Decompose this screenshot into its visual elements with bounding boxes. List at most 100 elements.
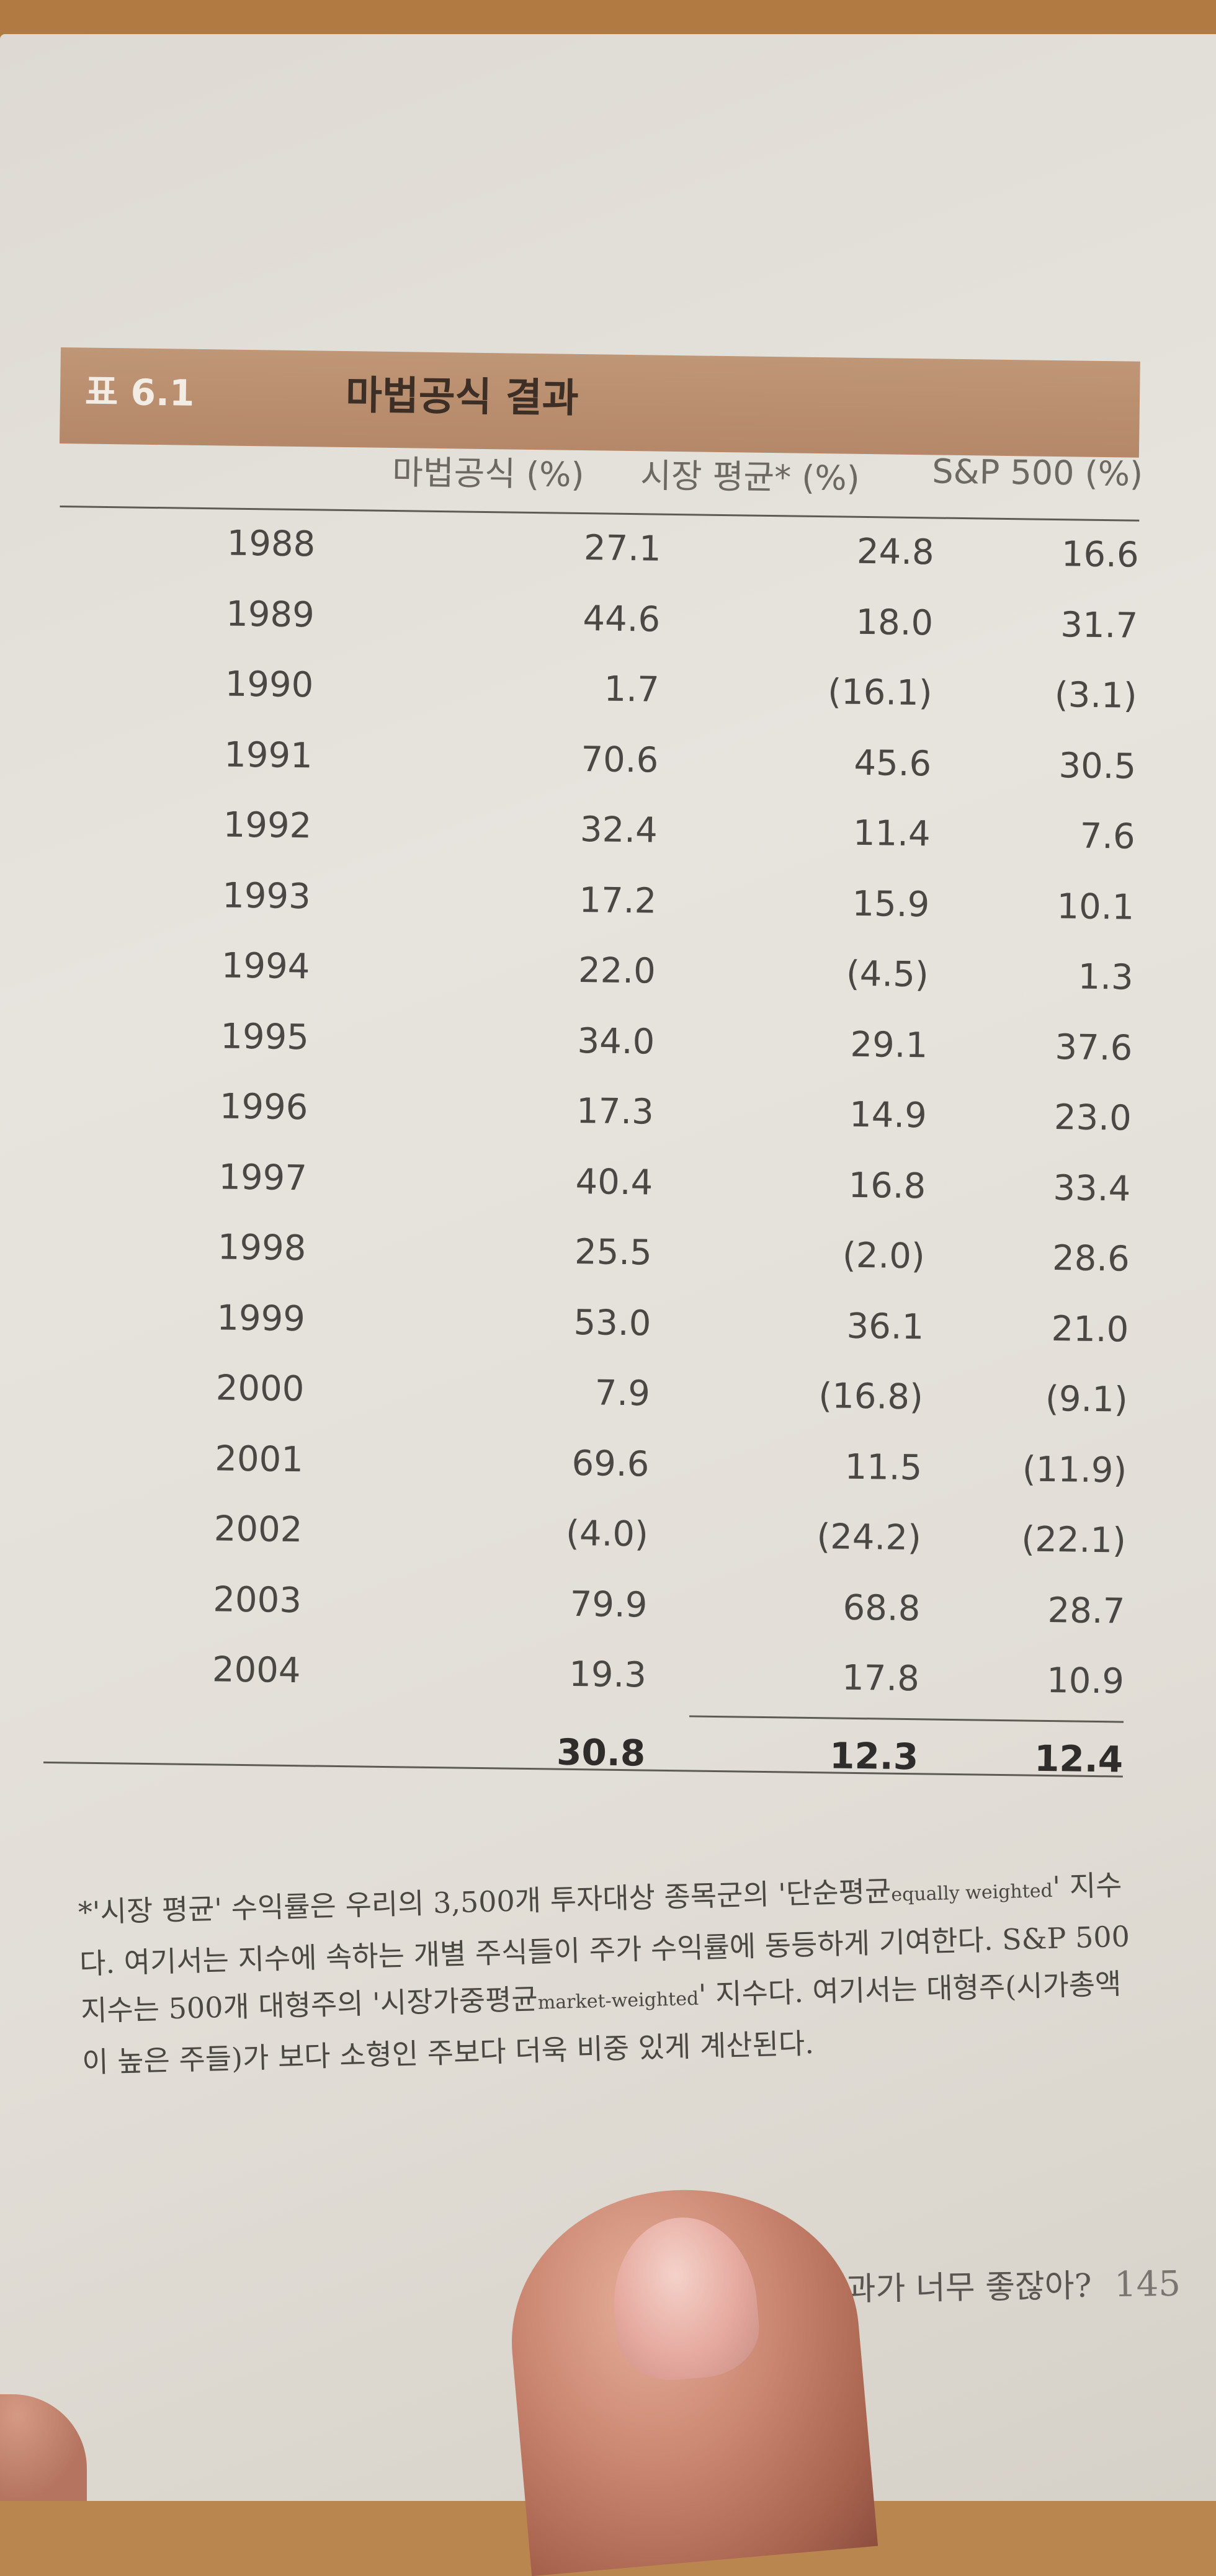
sp500-cell: 16.6 (1061, 534, 1140, 576)
market-average-cell: (16.8) (818, 1376, 924, 1418)
table-row: 2003 79.9 68.8 28.7 (45, 1577, 1125, 1659)
table-row: 1993 17.2 15.9 10.1 (54, 873, 1135, 955)
table-row: 1996 17.3 14.9 23.0 (51, 1084, 1132, 1167)
year-cell: 1998 (217, 1227, 306, 1269)
sp500-cell: 30.5 (1058, 745, 1137, 787)
magic-formula-cell: 19.3 (568, 1654, 647, 1696)
magic-formula-cell: 70.6 (581, 739, 659, 781)
table-row: 1988 27.1 24.8 16.6 (59, 521, 1139, 604)
sp500-cell: (9.1) (1045, 1378, 1129, 1420)
page-number: 145 (1114, 2263, 1181, 2306)
year-cell: 2001 (214, 1438, 304, 1480)
sp500-cell: 10.1 (1057, 886, 1135, 928)
year-cell: 2000 (215, 1368, 305, 1410)
table-row: 2000 7.9 (16.8) (9.1) (48, 1366, 1128, 1448)
magic-formula-cell: 17.3 (576, 1090, 655, 1133)
sp500-cell: (3.1) (1054, 675, 1138, 716)
magic-formula-cell: (4.0) (565, 1513, 649, 1555)
magic-formula-cell: 79.9 (570, 1584, 648, 1626)
footnote-term-market-weighted: market-weighted (537, 1987, 699, 2014)
table-top-rule (60, 505, 1140, 522)
magic-formula-cell: 44.6 (583, 598, 661, 640)
sp500-cell: 7.6 (1080, 816, 1136, 857)
year-cell: 1996 (219, 1086, 308, 1128)
magic-formula-cell: 32.4 (579, 809, 658, 851)
market-average-cell: (16.1) (827, 672, 933, 714)
market-average-cell: 16.8 (848, 1165, 926, 1206)
table-row: 1990 1.7 (16.1) (3.1) (57, 662, 1137, 744)
magic-formula-cell: 25.5 (574, 1231, 653, 1273)
market-average-cell: 68.8 (843, 1587, 921, 1629)
sp500-cell: (11.9) (1022, 1448, 1127, 1491)
magic-formula-cell: 1.7 (604, 669, 660, 710)
sp500-cell: 1.3 (1078, 956, 1134, 998)
year-cell: 2004 (212, 1649, 301, 1691)
market-average-cell: 17.8 (841, 1657, 920, 1700)
table-row: 2004 19.3 17.8 10.9 (44, 1647, 1125, 1730)
year-cell: 1988 (226, 523, 316, 565)
year-cell: 1990 (225, 664, 314, 706)
magic-formula-cell: 53.0 (573, 1302, 651, 1344)
table-row: 1995 34.0 29.1 37.6 (52, 1014, 1133, 1096)
magic-formula-cell: 22.0 (578, 950, 656, 992)
market-average-cell: 45.6 (854, 742, 932, 784)
market-average-cell: 15.9 (852, 883, 930, 925)
sp500-cell: (22.1) (1021, 1519, 1127, 1561)
magic-formula-cell: 7.9 (594, 1373, 651, 1414)
market-average-cell: 11.4 (852, 813, 931, 855)
total-market-average: 12.3 (829, 1734, 919, 1778)
market-average-cell: 14.9 (849, 1094, 928, 1136)
year-cell: 1991 (223, 734, 313, 776)
magic-formula-cell: 40.4 (575, 1161, 653, 1203)
market-average-cell: (24.2) (816, 1517, 922, 1559)
totals-row: 30.8 12.3 12.4 (43, 1724, 1124, 1807)
thumbnail (607, 2211, 763, 2385)
sp500-cell: 10.9 (1046, 1660, 1125, 1702)
sp500-cell: 28.6 (1052, 1238, 1130, 1280)
market-average-cell: 29.1 (850, 1024, 928, 1066)
sp500-cell: 33.4 (1053, 1167, 1131, 1210)
market-average-cell: (4.5) (846, 953, 929, 996)
magic-formula-cell: 27.1 (583, 528, 662, 569)
year-cell: 1993 (221, 875, 311, 917)
column-header-magic-formula: 마법공식 (%) (391, 453, 584, 495)
table-row: 1994 22.0 (4.5) 1.3 (53, 943, 1133, 1026)
year-cell: 1989 (225, 594, 315, 635)
column-header-market-average: 시장 평균* (%) (640, 456, 861, 498)
market-average-cell: 24.8 (856, 531, 935, 573)
market-average-cell: 36.1 (846, 1306, 924, 1347)
table-row: 2001 69.6 11.5 (11.9) (47, 1436, 1127, 1518)
total-magic-formula: 30.8 (556, 1731, 646, 1775)
table-row: 1999 53.0 36.1 21.0 (48, 1295, 1129, 1378)
year-cell: 1997 (218, 1156, 308, 1198)
year-cell: 1994 (221, 945, 310, 987)
market-average-cell: (2.0) (842, 1235, 926, 1277)
table-id: 표 6.1 (84, 370, 195, 414)
table-row: 2002 (4.0) (24.2) (22.1) (46, 1507, 1126, 1589)
sp500-cell: 21.0 (1051, 1308, 1129, 1350)
market-average-cell: 18.0 (856, 602, 934, 643)
market-average-cell: 11.5 (844, 1446, 923, 1488)
year-cell: 1995 (220, 1015, 310, 1058)
footnote-term-equally-weighted: equally weighted (890, 1879, 1053, 1906)
table-row: 1989 44.6 18.0 31.7 (58, 591, 1138, 674)
table-row: 1998 25.5 (2.0) 28.6 (50, 1225, 1130, 1308)
sp500-cell: 28.7 (1047, 1590, 1125, 1632)
total-sp500: 12.4 (1034, 1737, 1124, 1781)
magic-formula-cell: 34.0 (577, 1020, 655, 1063)
year-cell: 2003 (213, 1579, 302, 1621)
magic-formula-cell: 17.2 (579, 880, 657, 922)
sp500-cell: 31.7 (1060, 604, 1138, 646)
year-cell: 1992 (223, 804, 312, 847)
year-cell: 1999 (216, 1297, 306, 1339)
table-row: 1992 32.4 11.4 7.6 (55, 803, 1135, 885)
sp500-cell: 37.6 (1055, 1027, 1133, 1069)
table-row: 1991 70.6 45.6 30.5 (56, 732, 1137, 814)
table-title: 마법공식 결과 (345, 373, 579, 422)
sp500-cell: 23.0 (1053, 1097, 1132, 1139)
results-table: 마법공식 (%) 시장 평균* (%) S&P 500 (%) 1988 27.1… (42, 434, 1143, 1863)
table-footnote: *'시장 평균' 수익률은 우리의 3,500개 투자대상 종목군의 '단순평균… (78, 1861, 1143, 2086)
magic-formula-cell: 69.6 (571, 1443, 650, 1485)
column-header-sp500: S&P 500 (%) (931, 452, 1143, 494)
table-row: 1997 40.4 16.8 33.4 (50, 1154, 1131, 1237)
